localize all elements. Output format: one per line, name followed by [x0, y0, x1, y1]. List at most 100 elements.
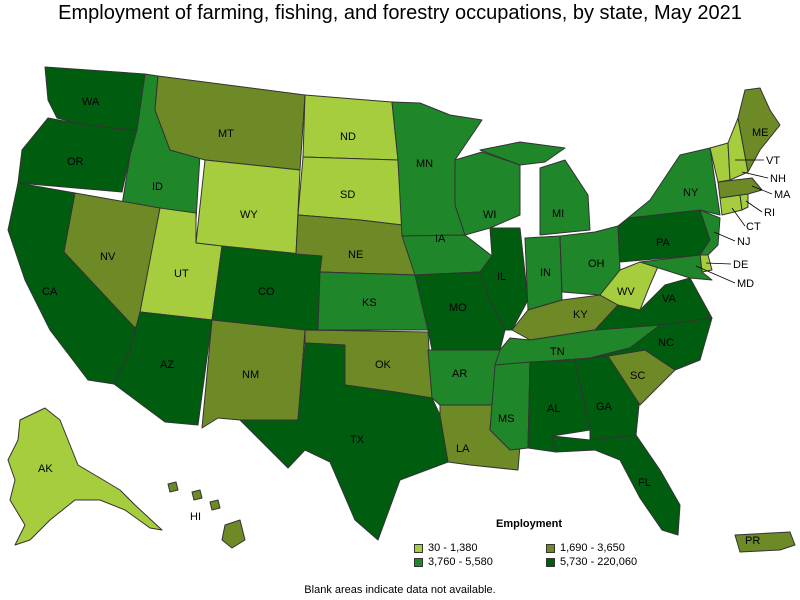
state-label-NV: NV — [100, 251, 116, 263]
state-label-IN: IN — [540, 267, 551, 279]
state-IA[interactable]: IA — [401, 233, 493, 276]
state-label-AR: AR — [452, 368, 467, 380]
state-label-GA: GA — [596, 401, 613, 413]
state-label-NY: NY — [683, 187, 699, 199]
state-FL[interactable]: FL — [551, 434, 681, 536]
state-NV[interactable]: NV — [63, 192, 161, 329]
legend-label-1: 30 - 1,380 — [428, 542, 478, 554]
state-label-NC: NC — [658, 337, 674, 349]
state-SD[interactable]: SD — [297, 156, 403, 226]
state-label-MA: MA — [774, 189, 791, 201]
state-WA[interactable]: WA — [44, 66, 146, 131]
state-label-HI: HI — [190, 511, 201, 523]
state-label-PA: PA — [656, 237, 671, 249]
state-MN[interactable]: MN — [391, 101, 483, 237]
state-label-LA: LA — [456, 443, 470, 455]
state-IL[interactable]: IL — [479, 227, 529, 331]
state-CT[interactable]: CT — [719, 194, 761, 233]
state-label-NJ: NJ — [737, 236, 750, 248]
state-label-ME: ME — [752, 127, 769, 139]
state-HI[interactable]: HI — [167, 481, 246, 549]
legend-title: Employment — [496, 518, 563, 530]
legend-grid: 30 - 1,380 1,690 - 3,650 3,760 - 5,580 5… — [414, 542, 714, 568]
state-TX[interactable]: TX — [239, 342, 449, 541]
legend: Employment 30 - 1,380 1,690 - 3,650 3,76… — [414, 518, 714, 568]
state-label-CA: CA — [42, 286, 58, 298]
state-NJ[interactable]: NJ — [699, 209, 750, 256]
state-label-SC: SC — [630, 370, 645, 382]
state-label-KS: KS — [362, 297, 377, 309]
legend-label-4: 5,730 - 220,060 — [560, 556, 638, 568]
state-label-RI: RI — [764, 207, 775, 219]
legend-swatch-3 — [414, 557, 423, 567]
state-label-AK: AK — [38, 463, 53, 475]
state-NH[interactable]: NH — [727, 117, 786, 185]
state-WI[interactable]: WI — [454, 151, 521, 236]
state-VA[interactable]: VA — [594, 277, 713, 331]
state-label-VT: VT — [766, 155, 780, 167]
state-label-MT: MT — [218, 128, 234, 140]
legend-label-2: 1,690 - 3,650 — [560, 542, 625, 554]
state-label-SD: SD — [340, 189, 355, 201]
state-label-TX: TX — [350, 434, 365, 446]
state-MI[interactable]: MI — [479, 141, 591, 236]
state-IN[interactable]: IN — [524, 235, 563, 311]
legend-swatch-1 — [414, 543, 423, 553]
state-label-VA: VA — [662, 293, 677, 305]
state-label-MI: MI — [552, 208, 564, 220]
state-label-DE: DE — [733, 259, 748, 271]
state-AK[interactable]: AK — [7, 407, 163, 546]
map-title: Employment of farming, fishing, and fore… — [58, 2, 742, 24]
state-label-MN: MN — [416, 158, 433, 170]
state-label-MS: MS — [498, 413, 515, 425]
state-label-OR: OR — [67, 156, 84, 168]
state-label-AL: AL — [547, 403, 560, 415]
state-label-FL: FL — [638, 477, 651, 489]
state-label-MD: MD — [737, 278, 754, 290]
state-label-AZ: AZ — [160, 359, 174, 371]
state-MD[interactable]: MD — [639, 254, 754, 290]
state-NY[interactable]: NY — [627, 147, 721, 219]
leader-lines — [695, 159, 773, 284]
state-label-IA: IA — [435, 233, 446, 245]
state-label-OH: OH — [588, 258, 605, 270]
legend-item-1: 30 - 1,380 — [414, 542, 546, 554]
state-ME[interactable]: ME — [737, 87, 781, 173]
state-label-KY: KY — [573, 309, 588, 321]
state-AR[interactable]: AR — [427, 349, 501, 406]
legend-item-2: 1,690 - 3,650 — [546, 542, 696, 554]
state-KS[interactable]: KS — [317, 271, 429, 331]
state-label-OK: OK — [375, 359, 392, 371]
legend-label-3: 3,760 - 5,580 — [428, 556, 493, 568]
state-DE[interactable]: DE — [699, 254, 748, 273]
state-RI[interactable]: RI — [739, 193, 775, 219]
legend-swatch-2 — [546, 543, 555, 553]
legend-item-3: 3,760 - 5,580 — [414, 556, 546, 568]
state-label-IL: IL — [497, 271, 506, 283]
state-label-ID: ID — [152, 181, 163, 193]
state-label-CO: CO — [258, 286, 275, 298]
state-label-WI: WI — [483, 209, 496, 221]
state-label-WV: WV — [617, 286, 635, 298]
state-label-WA: WA — [82, 96, 100, 108]
state-label-NE: NE — [348, 249, 363, 261]
state-NC[interactable]: NC — [589, 317, 713, 371]
state-OH[interactable]: OH — [559, 225, 621, 296]
state-ND[interactable]: ND — [302, 94, 399, 161]
state-label-NH: NH — [770, 173, 786, 185]
state-label-WY: WY — [240, 209, 258, 221]
state-label-TN: TN — [550, 346, 565, 358]
state-label-ND: ND — [340, 131, 356, 143]
state-WY[interactable]: WY — [195, 159, 301, 256]
state-NM[interactable]: NM — [201, 319, 306, 429]
legend-item-4: 5,730 - 220,060 — [546, 556, 696, 568]
state-label-CT: CT — [746, 221, 761, 233]
state-label-MO: MO — [449, 302, 467, 314]
state-label-PR: PR — [745, 535, 760, 547]
state-PR[interactable]: PR — [734, 531, 796, 553]
state-MA[interactable]: MA — [717, 177, 791, 201]
state-CO[interactable]: CO — [211, 245, 323, 333]
state-VT[interactable]: VT — [709, 142, 780, 183]
state-label-NM: NM — [242, 369, 259, 381]
state-OR[interactable]: OR — [17, 117, 138, 193]
